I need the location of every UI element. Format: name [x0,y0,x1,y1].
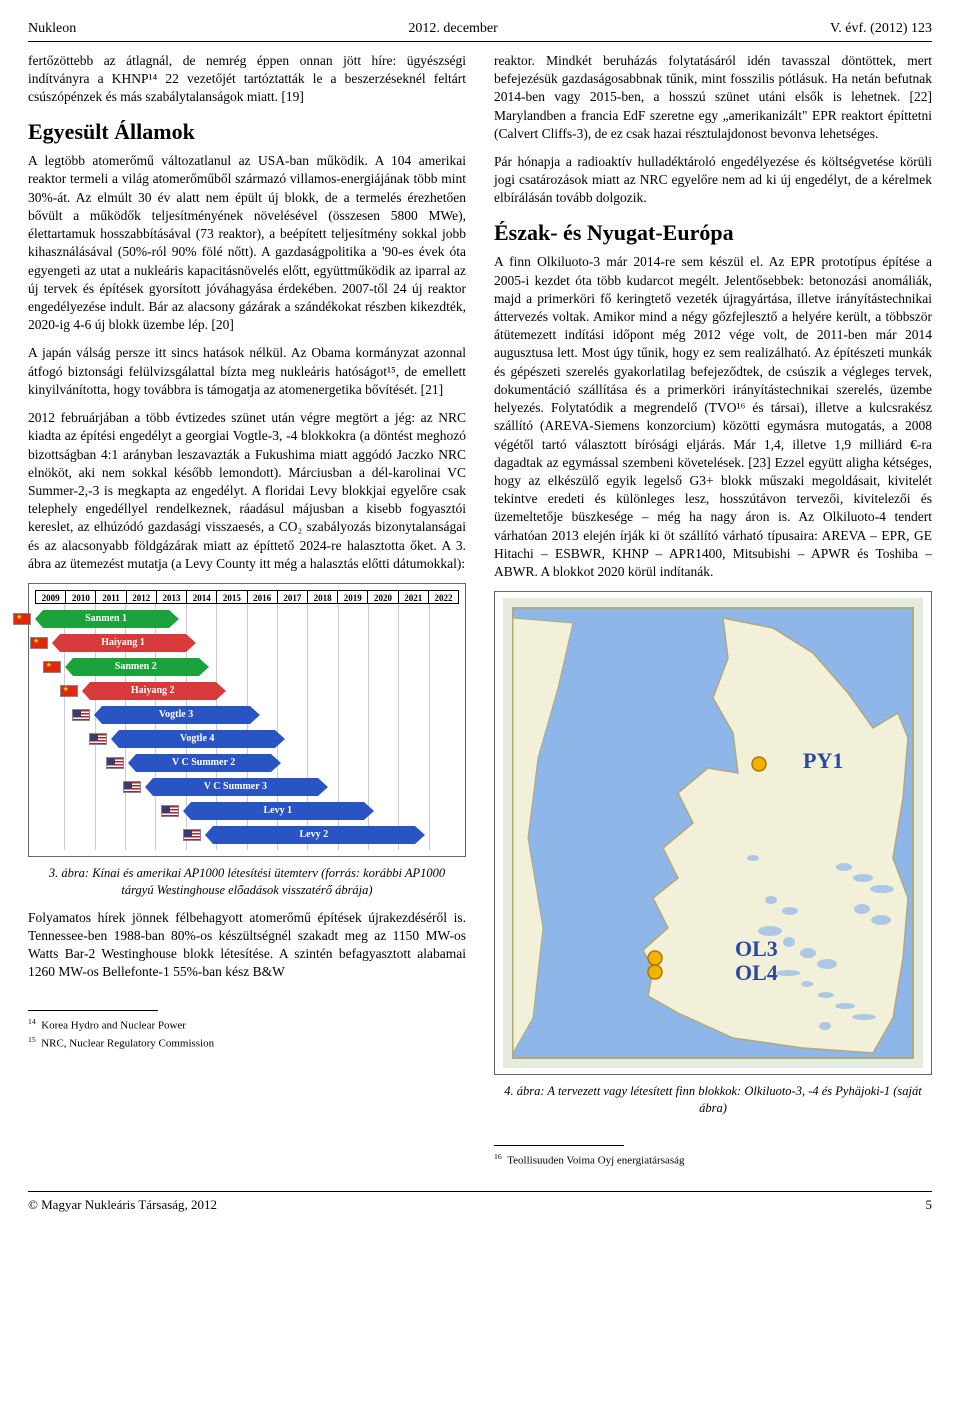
timeline-bar: V C Summer 2 [128,754,281,772]
flag-china-icon [13,613,31,625]
header-left: Nukleon [28,20,76,39]
timeline-year: 2012 [127,591,157,603]
page-header: Nukleon 2012. december V. évf. (2012) 12… [28,20,932,39]
timeline-year: 2011 [96,591,126,603]
header-rule [28,41,932,42]
timeline-year: 2017 [278,591,308,603]
timeline-bar: Levy 1 [183,802,374,820]
figure-4-caption: 4. ábra: A tervezett vagy létesített fin… [504,1083,922,1117]
footer-left: © Magyar Nukleáris Társaság, 2012 [28,1196,217,1214]
timeline-bar: Haiyang 2 [82,682,226,700]
map-label: OL3 [735,936,778,961]
para-l5: Folyamatos hírek jönnek félbehagyott ato… [28,909,466,982]
timeline-bar: V C Summer 3 [145,778,327,796]
footnotes-right: 16 Teollisuuden Voima Oyj energiatársasá… [494,1145,932,1169]
timeline-bar-label: Sanmen 2 [73,658,199,676]
timeline-bar: Haiyang 1 [52,634,196,652]
timeline-year: 2021 [399,591,429,603]
timeline-bar-label: V C Summer 2 [136,754,271,772]
footnote-16: 16 Teollisuuden Voima Oyj energiatársasá… [494,1152,932,1169]
map-label: OL4 [735,960,778,985]
flag-usa-icon [183,829,201,841]
figure-3-chart: 2009201020112012201320142015201620172018… [28,583,466,857]
timeline-bar-label: Haiyang 1 [60,634,186,652]
timeline-year: 2014 [187,591,217,603]
flag-usa-icon [123,781,141,793]
map-label: PY1 [803,748,843,773]
header-center: 2012. december [408,20,497,39]
para-r1: reaktor. Mindkét beruházás folytatásáról… [494,52,932,143]
map-marker-icon [648,965,662,979]
timeline-bar-label: Levy 2 [213,826,415,844]
map-marker-icon [752,757,766,771]
flag-china-icon [60,685,78,697]
heading-europe: Észak- és Nyugat-Európa [494,218,932,248]
timeline-bar: Sanmen 1 [35,610,179,628]
timeline-bar-label: Haiyang 2 [90,682,216,700]
footer-page-number: 5 [926,1196,933,1214]
timeline-year: 2015 [217,591,247,603]
timeline-year: 2019 [338,591,368,603]
timeline-bar-label: Levy 1 [191,802,364,820]
para-r2: Pár hónapja a radioaktív hulladéktároló … [494,153,932,208]
timeline-year: 2010 [66,591,96,603]
timeline-bar-label: Vogtle 3 [102,706,249,724]
flag-usa-icon [72,709,90,721]
timeline-year: 2009 [36,591,66,603]
para-l4: 2012 februárjában a több évtizedes szüne… [28,409,466,573]
figure-3-caption: 3. ábra: Kínai és amerikai AP1000 létesí… [38,865,456,899]
footnote-rule [494,1145,624,1146]
footer-rule [28,1191,932,1192]
para-l2: A legtöbb atomerőmű változatlanul az USA… [28,152,466,334]
map-marker-icon [648,951,662,965]
flag-china-icon [30,637,48,649]
timeline-bar-label: Vogtle 4 [119,730,275,748]
figure-4-map: PY1 OL3OL4 [494,591,932,1075]
flag-usa-icon [161,805,179,817]
timeline-bar-label: V C Summer 3 [153,778,317,796]
flag-usa-icon [106,757,124,769]
header-right: V. évf. (2012) 123 [830,20,932,39]
timeline-year: 2018 [308,591,338,603]
left-column: fertőzöttebb az átlagnál, de nemrég éppe… [28,52,466,1171]
footnotes-left: 14 Korea Hydro and Nuclear Power 15 NRC,… [28,1010,466,1052]
timeline-year: 2013 [157,591,187,603]
timeline-bar: Vogtle 4 [111,730,285,748]
flag-usa-icon [89,733,107,745]
timeline-bar: Vogtle 3 [94,706,259,724]
footnote-14: 14 Korea Hydro and Nuclear Power [28,1017,466,1034]
content-columns: fertőzöttebb az átlagnál, de nemrég éppe… [28,52,932,1171]
heading-usa: Egyesült Államok [28,117,466,147]
timeline-bar: Sanmen 2 [65,658,209,676]
para-l3: A japán válság persze itt sincs hatások … [28,344,466,399]
page-footer: © Magyar Nukleáris Társaság, 2012 5 [28,1196,932,1214]
timeline-year: 2020 [368,591,398,603]
timeline-year: 2016 [248,591,278,603]
right-column: reaktor. Mindkét beruházás folytatásáról… [494,52,932,1171]
flag-china-icon [43,661,61,673]
timeline-year: 2022 [429,591,458,603]
para-l1: fertőzöttebb az átlagnál, de nemrég éppe… [28,52,466,107]
timeline-bar-label: Sanmen 1 [43,610,169,628]
para-r3: A finn Olkiluoto-3 már 2014-re sem készü… [494,253,932,581]
timeline-bar: Levy 2 [205,826,425,844]
footnote-rule [28,1010,158,1011]
footnote-15: 15 NRC, Nuclear Regulatory Commission [28,1035,466,1052]
